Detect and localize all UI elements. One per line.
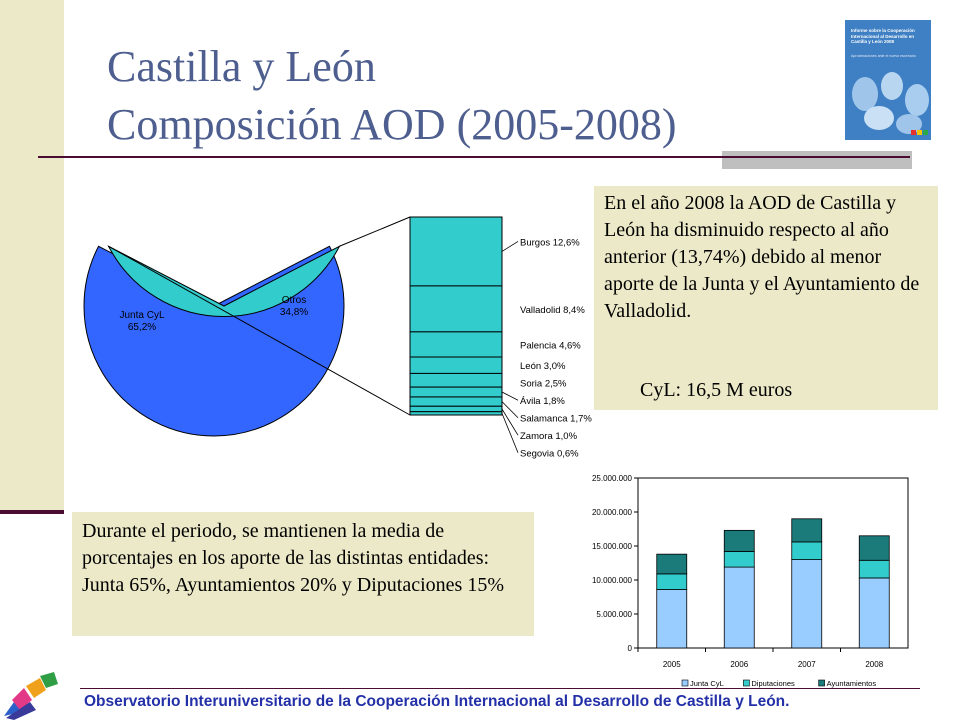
legend-swatch xyxy=(681,679,689,687)
breakdown-segment xyxy=(409,372,503,388)
y-tick-label: 5.000.000 xyxy=(596,610,632,619)
title-rule-accent xyxy=(722,151,912,169)
slide-title: Castilla y León Composición AOD (2005-20… xyxy=(107,38,677,154)
legend-label: Diputaciones xyxy=(751,679,795,688)
bar-segment-junta-cyl xyxy=(791,559,823,649)
period-text: Durante el periodo, se mantienen la medi… xyxy=(82,520,504,596)
y-tick-label: 25.000.000 xyxy=(592,474,633,483)
bar-segment-junta-cyl xyxy=(723,566,755,649)
info-box xyxy=(594,186,938,410)
footer-text: Observatorio Interuniversitario de la Co… xyxy=(84,693,790,710)
y-tick-label: 15.000.000 xyxy=(592,542,633,551)
bar-chart-content: 0 5.000.000 10.000.000 15.000.000 20.000.000… xyxy=(592,474,909,688)
legend-label: Ayuntamientos xyxy=(827,679,877,688)
x-tick-label: 2005 xyxy=(663,660,681,669)
breakdown-segment xyxy=(409,386,503,398)
bar-segment-ayuntamientos xyxy=(858,535,890,561)
breakdown-label: Zamora 1,0% xyxy=(520,431,578,442)
bar-segment-diputaciones xyxy=(656,573,688,590)
breakdown-label: Soria 2,5% xyxy=(520,379,567,390)
breakdown-label: Ávila 1,8% xyxy=(520,396,565,407)
breakdown-leader-line xyxy=(501,391,519,401)
pie-label-otros-name: Otros xyxy=(282,295,306,306)
legend-swatch xyxy=(818,679,825,687)
bar-segment-junta-cyl xyxy=(656,589,688,649)
breakdown-segment xyxy=(409,285,503,333)
info-text: En el año 2008 la AOD de Castilla y León… xyxy=(604,192,920,322)
footer-rule xyxy=(80,688,920,689)
breakdown-label: Burgos 12,6% xyxy=(520,237,580,248)
breakdown-segment xyxy=(409,405,503,413)
breakdown-segment xyxy=(409,216,503,287)
x-tick-label: 2007 xyxy=(798,660,816,669)
report-cover-subtitle: Aproximaciones ante el nuevo escenario xyxy=(851,54,916,58)
stacked-bar-chart: 0 5.000.000 10.000.000 15.000.000 20.000.000… xyxy=(592,474,909,688)
legend-label: Junta CyL xyxy=(690,679,724,688)
x-tick-label: 2006 xyxy=(730,660,748,669)
connector-line-bottom xyxy=(108,245,411,416)
breakdown-label: Segovia 0,6% xyxy=(520,449,579,460)
bar-segment-ayuntamientos xyxy=(656,553,688,575)
breakdown-label: Salamanca 1,7% xyxy=(520,414,592,425)
sidebar-band xyxy=(0,0,64,512)
breakdown-leader-line xyxy=(501,413,519,453)
breakdown-segment xyxy=(409,331,503,358)
bar-segment-ayuntamientos xyxy=(723,529,755,552)
breakdown-leader-line xyxy=(501,241,519,252)
bar-segment-diputaciones xyxy=(858,559,890,579)
sidebar-divider xyxy=(0,510,64,514)
y-tick-label: 10.000.000 xyxy=(592,576,633,585)
y-tick-label: 20.000.000 xyxy=(592,508,633,517)
y-tick-label: 0 xyxy=(628,644,633,653)
title-rule xyxy=(38,156,910,158)
breakdown-leader-line xyxy=(501,401,519,419)
title-line-2: Composición AOD (2005-2008) xyxy=(107,100,677,149)
x-tick-label: 2008 xyxy=(865,660,883,669)
breakdown-label: Palencia 4,6% xyxy=(520,340,581,351)
otros-breakdown: Burgos 12,6% Valladolid 8,4% Palencia 4,6%… xyxy=(108,216,592,460)
pie-slice-otros xyxy=(107,245,341,318)
period-box xyxy=(72,512,534,636)
breakdown-segment xyxy=(409,396,503,407)
breakdown-leader-line xyxy=(501,408,519,436)
pie-label-otros-value: 34,8% xyxy=(280,307,308,318)
breakdown-segment xyxy=(409,411,503,416)
info-cyl-total: CyL: 16,5 M euros xyxy=(640,379,793,401)
bar-segment-junta-cyl xyxy=(858,577,890,649)
pie-label-junta-value: 65,2% xyxy=(128,322,156,333)
bar-segment-diputaciones xyxy=(723,551,755,568)
breakdown-segment xyxy=(409,356,503,374)
bar-segment-diputaciones xyxy=(791,541,823,560)
title-line-1: Castilla y León xyxy=(107,42,376,91)
report-cover-image: Informe sobre la Cooperación Internacion… xyxy=(845,20,931,140)
report-cover-title: Informe sobre la Cooperación Internacion… xyxy=(851,28,915,44)
breakdown-label: León 3,0% xyxy=(520,361,566,372)
observatory-logo xyxy=(4,672,58,720)
legend-swatch xyxy=(743,679,750,687)
report-cover-graphic xyxy=(852,72,929,135)
pie-label-junta-name: Junta CyL xyxy=(119,310,164,321)
breakdown-label: Valladolid 8,4% xyxy=(520,305,585,316)
connector-line-top xyxy=(339,216,411,247)
bar-segment-ayuntamientos xyxy=(791,518,823,543)
